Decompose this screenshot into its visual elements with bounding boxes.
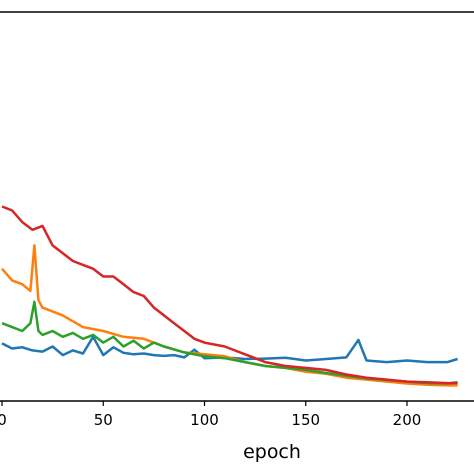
series-line-1 xyxy=(1,335,458,364)
x-tick-label: 150 xyxy=(291,411,320,429)
series-line-4 xyxy=(1,205,458,385)
series-layer xyxy=(1,205,458,387)
x-tick-label: 200 xyxy=(393,411,422,429)
x-tick-label: 50 xyxy=(94,411,113,429)
plot-frame xyxy=(0,11,474,402)
x-tick-label: 100 xyxy=(190,411,219,429)
x-axis-ticks: 0 50 100 150 200 xyxy=(0,401,421,429)
x-axis-label: epoch xyxy=(243,441,301,463)
x-tick-label: 0 xyxy=(0,411,7,429)
